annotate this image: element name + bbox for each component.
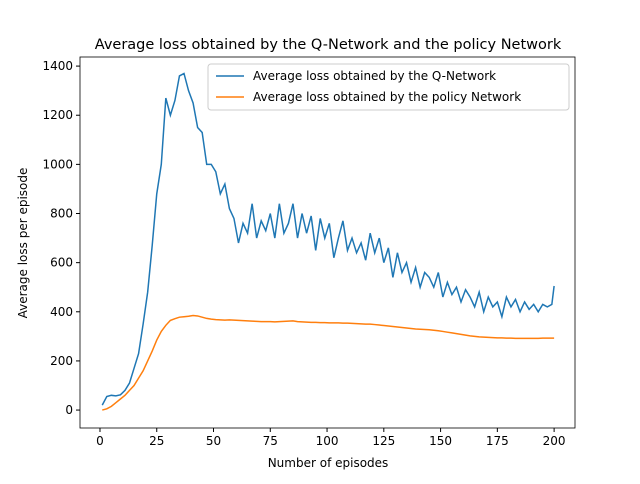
x-tick-label: 125 bbox=[372, 434, 395, 448]
y-tick-label: 1400 bbox=[42, 59, 73, 73]
chart-title: Average loss obtained by the Q-Network a… bbox=[95, 37, 562, 53]
y-tick-label: 1200 bbox=[42, 108, 73, 122]
plot-frame bbox=[79, 56, 576, 429]
y-tick-label: 400 bbox=[50, 305, 73, 319]
legend-label: Average loss obtained by the Q-Network bbox=[253, 69, 496, 83]
legend-label: Average loss obtained by the policy Netw… bbox=[253, 90, 521, 104]
y-axis-label: Average loss per episode bbox=[16, 168, 30, 319]
y-tick-label: 200 bbox=[50, 354, 73, 368]
x-tick-label: 100 bbox=[316, 434, 339, 448]
x-tick-label: 150 bbox=[429, 434, 452, 448]
y-tick-label: 1000 bbox=[42, 157, 73, 171]
x-tick-label: 25 bbox=[149, 434, 164, 448]
x-tick-label: 50 bbox=[206, 434, 221, 448]
x-axis-label: Number of episodes bbox=[268, 456, 389, 470]
y-tick-label: 0 bbox=[65, 403, 73, 417]
x-tick-label: 200 bbox=[543, 434, 566, 448]
x-tick-label: 175 bbox=[486, 434, 509, 448]
line-series bbox=[101, 72, 555, 406]
x-tick-label: 75 bbox=[263, 434, 278, 448]
legend-box bbox=[207, 63, 570, 111]
x-tick-label: 0 bbox=[96, 434, 104, 448]
line-series bbox=[102, 314, 555, 411]
y-tick-label: 800 bbox=[50, 207, 73, 221]
y-tick-label: 600 bbox=[50, 256, 73, 270]
